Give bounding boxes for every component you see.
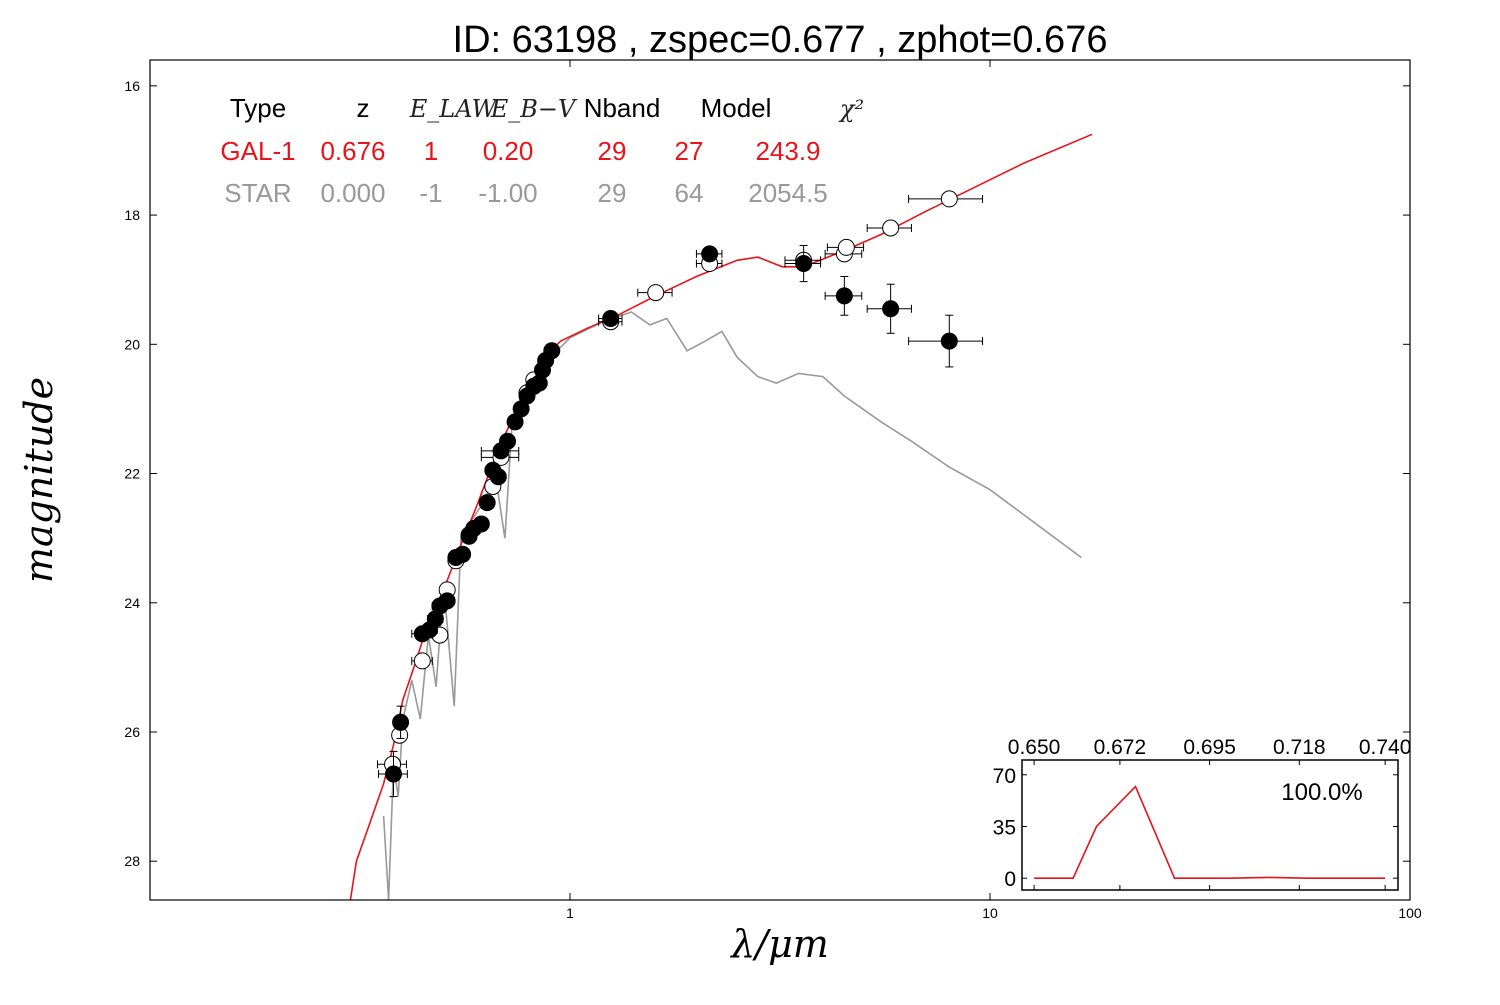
galaxy-template-line — [349, 133, 1093, 900]
inset-x-tick-label: 0.740 — [1359, 736, 1412, 759]
observed-flux-point — [454, 545, 472, 563]
observed-flux-point — [392, 713, 410, 731]
table-cell-star: 64 — [675, 178, 704, 208]
photometry-layer — [376, 190, 984, 798]
model-flux-point — [940, 190, 958, 208]
chart-title: ID: 63198 , zspec=0.677 , zphot=0.676 — [453, 19, 1108, 61]
table-cell-star: 2054.5 — [748, 178, 828, 208]
inset-percentage: 100.0% — [1281, 779, 1362, 806]
observed-flux-point — [472, 515, 490, 533]
inset-x-tick-label: 0.718 — [1273, 736, 1326, 759]
table-cell-gal-1: 27 — [675, 136, 704, 166]
inset-x-tick-label: 0.672 — [1094, 736, 1147, 759]
table-cell-gal-1: 1 — [424, 136, 438, 166]
y-tick-label: 24 — [124, 595, 140, 611]
observed-flux-point — [543, 342, 561, 360]
x-tick-label: 10 — [982, 905, 998, 921]
x-axis-label: λ/μm — [729, 922, 829, 966]
observed-flux-point — [940, 332, 958, 350]
x-tick-label: 100 — [1398, 905, 1422, 921]
observed-flux-point — [438, 592, 456, 610]
model-flux-point — [882, 219, 900, 237]
table-cell-star: STAR — [224, 178, 291, 208]
observed-flux-point — [701, 245, 719, 263]
table-cell-gal-1: 0.20 — [483, 136, 534, 166]
y-axis-label: magnitude — [17, 377, 61, 583]
series-layer — [349, 133, 1093, 900]
pdz-curve — [1034, 785, 1386, 879]
observed-flux-point — [835, 287, 853, 305]
model-flux-point — [647, 284, 665, 302]
inset-y-tick-label: 0 — [1004, 868, 1016, 891]
star-template-line — [382, 311, 1082, 900]
table-header-model: Model — [701, 93, 772, 123]
table-header-ebv: E_B−V — [490, 95, 578, 123]
y-tick-label: 16 — [124, 78, 140, 94]
observed-flux-point — [499, 432, 517, 450]
table-cell-gal-1: 243.9 — [755, 136, 820, 166]
pdz-inset: 0.650 0.672 0.695 0.718 0.740 0 35 70 100.0% — [993, 736, 1412, 891]
observed-flux-point — [385, 765, 403, 783]
model-flux-point — [413, 652, 431, 670]
table-header-chi2: χ² — [838, 95, 864, 123]
table-header-type: Type — [230, 93, 286, 123]
y-tick-label: 18 — [124, 207, 140, 223]
table-header-nband: Nband — [584, 93, 661, 123]
observed-flux-point — [478, 494, 496, 512]
observed-flux-point — [882, 300, 900, 318]
x-tick-label: 1 — [566, 905, 574, 921]
y-tick-label: 26 — [124, 724, 140, 740]
table-cell-gal-1: 29 — [598, 136, 627, 166]
plot-frame — [149, 59, 1411, 901]
observed-flux-point — [602, 309, 620, 327]
observed-flux-point — [795, 255, 813, 273]
table-cell-star: 29 — [598, 178, 627, 208]
y-tick-label: 28 — [124, 853, 140, 869]
table-cell-gal-1: 0.676 — [320, 136, 385, 166]
table-header-elaw: E_LAW — [409, 95, 499, 123]
inset-x-tick-label: 0.695 — [1183, 736, 1236, 759]
table-cell-gal-1: GAL-1 — [220, 136, 295, 166]
y-tick-label: 20 — [124, 336, 140, 352]
inset-x-tick-label: 0.650 — [1008, 736, 1061, 759]
inset-y-tick-label: 70 — [993, 765, 1016, 788]
inset-y-tick-label: 35 — [993, 816, 1016, 839]
table-cell-star: 0.000 — [320, 178, 385, 208]
table-cell-star: -1.00 — [478, 178, 537, 208]
model-flux-point — [837, 238, 855, 256]
y-tick-label: 22 — [124, 466, 140, 482]
table-cell-star: -1 — [419, 178, 442, 208]
observed-flux-point — [489, 468, 507, 486]
table-header-z: z — [357, 93, 370, 123]
